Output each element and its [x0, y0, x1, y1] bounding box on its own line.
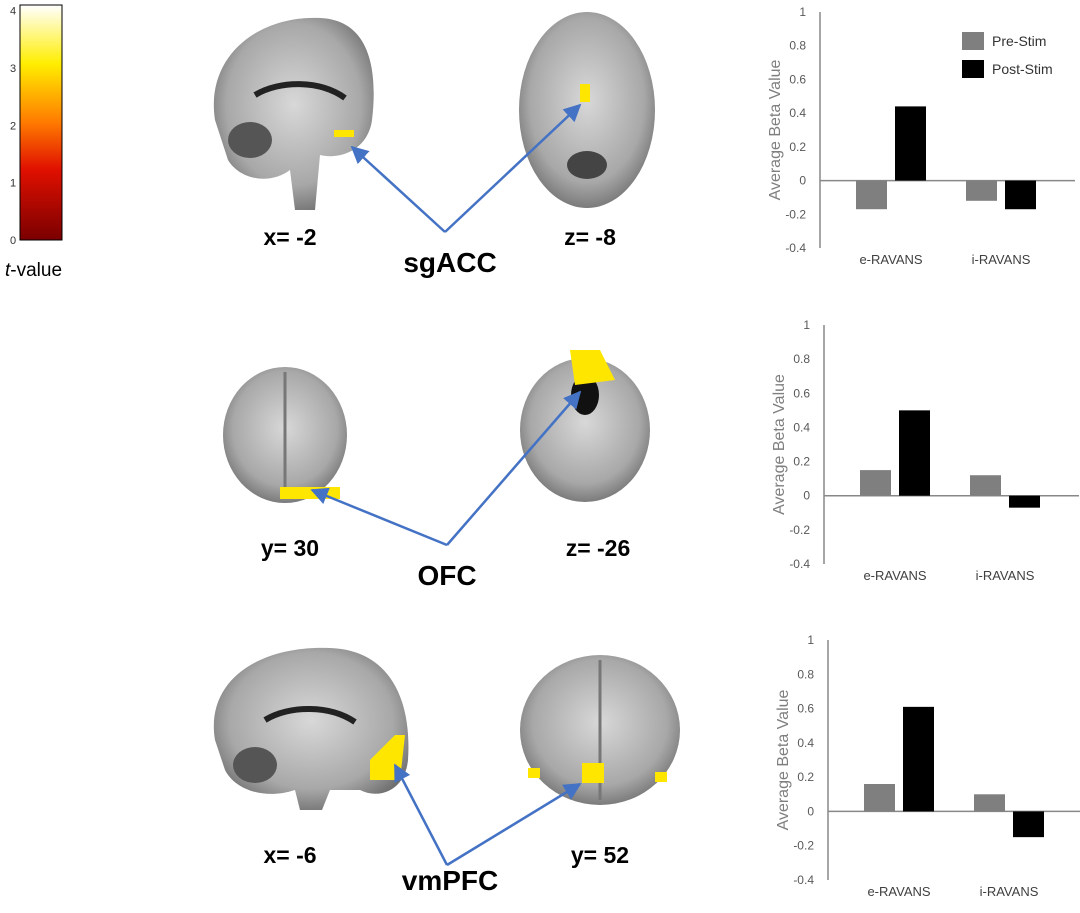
brain-sagittal-row3 [213, 647, 409, 810]
slice-label: z= -26 [566, 535, 631, 561]
bar-pre-stim-i-ravans [970, 475, 1001, 496]
brain-coronal-row3 [520, 655, 680, 805]
y-tick-label: -0.2 [785, 207, 806, 221]
y-tick-label: 1 [799, 5, 806, 19]
bar-pre-stim-e-ravans [856, 180, 887, 210]
bar-chart-3: 1 0.8 0.6 0.4 0.2 0 -0.2 -0.4 Average Beta Value… [775, 633, 1080, 899]
bar-post-stim-e-ravans [903, 706, 934, 812]
y-tick-label: 0.8 [797, 667, 814, 681]
y-tick-label: -0.4 [789, 557, 810, 571]
y-tick-label: 0.8 [789, 39, 806, 53]
colorbar-tick: 4 [10, 6, 16, 18]
arrows [310, 103, 582, 867]
activation-blob [580, 84, 590, 102]
y-tick-label: -0.4 [785, 241, 806, 255]
legend-swatch [962, 60, 984, 78]
activation-blob [582, 763, 604, 783]
bar-pre-stim-i-ravans [974, 794, 1005, 812]
region-label: sgACC [403, 247, 496, 278]
y-tick-label: 0 [799, 174, 806, 188]
y-tick-label: -0.4 [793, 873, 814, 887]
brain-sagittal-row1 [213, 17, 374, 210]
y-tick-label: 0.6 [793, 386, 810, 400]
y-axis-title: Average Beta Value [771, 374, 788, 515]
colorbar-tick: 1 [10, 178, 16, 190]
bar-pre-stim-i-ravans [966, 180, 997, 201]
category-label: i-RAVANS [980, 884, 1039, 899]
y-tick-label: -0.2 [793, 839, 814, 853]
legend-label: Pre-Stim [992, 33, 1046, 49]
y-tick-label: 0.4 [793, 420, 810, 434]
category-label: i-RAVANS [972, 252, 1031, 267]
category-label: e-RAVANS [863, 568, 926, 583]
bar-chart-2: 1 0.8 0.6 0.4 0.2 0 -0.2 -0.4 Average Beta Value… [771, 318, 1079, 583]
brain-axial-row2 [520, 350, 650, 502]
y-tick-label: 0.6 [789, 72, 806, 86]
colorbar: 4 3 2 1 0 t-value [5, 4, 63, 281]
colorbar-tick: 2 [10, 120, 16, 132]
y-tick-label: 0 [803, 489, 810, 503]
activation-blob [334, 130, 354, 137]
legend-label: Post-Stim [992, 61, 1053, 77]
bar-post-stim-e-ravans [899, 410, 930, 496]
y-tick-label: 0.6 [797, 702, 814, 716]
y-tick-label: 1 [803, 318, 810, 332]
bar-post-stim-i-ravans [1005, 180, 1036, 210]
y-tick-label: 0 [807, 804, 814, 818]
bar-chart-1: 1 0.8 0.6 0.4 0.2 0 -0.2 -0.4 Average Beta Value… [767, 5, 1075, 267]
legend-swatch [962, 32, 984, 50]
slice-label: x= -6 [263, 842, 316, 868]
colorbar-tick: 0 [10, 235, 16, 247]
y-axis-title: Average Beta Value [775, 689, 792, 830]
region-label: vmPFC [402, 865, 498, 896]
activation-blob [570, 350, 615, 385]
y-axis-title: Average Beta Value [767, 59, 784, 200]
y-tick-label: 0.4 [797, 736, 814, 750]
region-label: OFC [417, 560, 476, 591]
y-tick-label: 0.2 [793, 455, 810, 469]
bar-pre-stim-e-ravans [864, 784, 895, 812]
slice-label: z= -8 [564, 224, 616, 250]
slice-label: y= 30 [261, 535, 319, 561]
y-tick-label: -0.2 [789, 523, 810, 537]
category-label: e-RAVANS [867, 884, 930, 899]
y-tick-label: 0.2 [789, 140, 806, 154]
y-tick-label: 0.2 [797, 770, 814, 784]
y-tick-label: 0.4 [789, 106, 806, 120]
brain-coronal-row2 [223, 367, 347, 503]
y-tick-label: 0.8 [793, 352, 810, 366]
brain-axial-row1 [519, 12, 655, 208]
bar-post-stim-i-ravans [1013, 811, 1044, 838]
bar-post-stim-e-ravans [895, 106, 926, 181]
slice-label: y= 52 [571, 842, 629, 868]
slice-label: x= -2 [263, 224, 316, 250]
y-tick-label: 1 [807, 633, 814, 647]
colorbar-tick: 3 [10, 63, 16, 75]
colorbar-gradient [19, 4, 63, 241]
bar-pre-stim-e-ravans [860, 470, 891, 496]
bar-post-stim-i-ravans [1009, 495, 1040, 508]
colorbar-label: t-value [5, 260, 62, 281]
category-label: i-RAVANS [976, 568, 1035, 583]
category-label: e-RAVANS [859, 252, 922, 267]
